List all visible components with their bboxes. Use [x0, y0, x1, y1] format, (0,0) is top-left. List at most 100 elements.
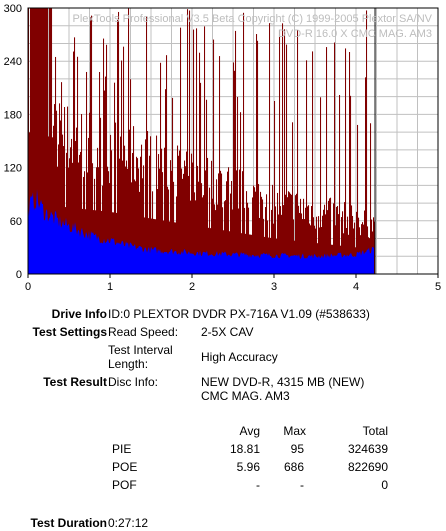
poe-bar-81: [109, 183, 111, 274]
poe-bar-140: [168, 189, 170, 274]
poe-bar-10: [38, 8, 40, 274]
poe-bar-104: [132, 152, 134, 274]
poe-bar-180: [208, 227, 210, 274]
poe-bar-280: [308, 205, 310, 274]
poe-bar-117: [145, 139, 147, 274]
poe-bar-301: [329, 198, 331, 274]
disc-info-label: Disc Info:: [108, 375, 159, 389]
poe-bar-41: [69, 158, 71, 274]
poe-bar-8: [36, 8, 38, 274]
poe-bar-134: [162, 172, 164, 274]
poe-bar-317: [345, 48, 347, 274]
poe-bar-5: [33, 8, 35, 274]
poe-bar-251: [279, 29, 281, 274]
poe-bar-76: [104, 90, 106, 274]
poe-bar-87: [115, 122, 117, 274]
poe-bar-34: [62, 134, 64, 274]
poe-bar-153: [181, 168, 183, 274]
poe-bar-309: [337, 205, 339, 274]
poe-bar-189: [217, 204, 219, 274]
poe-bar-204: [232, 209, 234, 274]
poe-bar-161: [189, 10, 191, 275]
poe-bar-141: [169, 221, 171, 274]
poe-bar-343: [371, 219, 373, 274]
poe-bar-194: [222, 207, 224, 274]
poe-bar-32: [60, 120, 62, 274]
poe-bar-184: [212, 198, 214, 274]
test-interval-label-line1: Test Interval: [108, 343, 173, 357]
poe-bar-79: [107, 166, 109, 274]
poe-bar-58: [86, 71, 88, 274]
poe-bar-97: [125, 166, 127, 274]
poe-bar-62: [90, 17, 92, 274]
poe-bar-78: [106, 44, 108, 274]
poe-bar-335: [363, 224, 365, 274]
poe-bar-202: [230, 193, 232, 274]
poe-bar-177: [205, 170, 207, 274]
watermark-line-2: DVD-R 16.0 X CMC MAG. AM3: [278, 28, 432, 40]
poe-bar-325: [353, 228, 355, 274]
poe-bar-112: [140, 156, 142, 274]
poe-bar-306: [334, 42, 336, 274]
poe-bar-274: [302, 219, 304, 274]
poe-bar-297: [325, 214, 327, 274]
poe-bar-2: [30, 8, 32, 274]
poe-bar-207: [235, 30, 237, 275]
x-tick-label-5: 5: [435, 281, 441, 293]
poe-bar-53: [81, 114, 83, 274]
poe-bar-273: [301, 213, 303, 274]
poe-bar-270: [298, 205, 300, 274]
poe-bar-246: [274, 100, 276, 274]
poe-bar-82: [110, 134, 112, 274]
poe-bar-238: [266, 194, 268, 274]
poe-bar-342: [370, 123, 372, 274]
poe-bar-13: [41, 8, 43, 274]
poe-bar-56: [84, 171, 86, 274]
poe-bar-159: [187, 9, 189, 275]
poe-bar-310: [338, 214, 340, 274]
poe-bar-17: [45, 8, 47, 274]
poe-bar-151: [179, 150, 181, 274]
poe-bar-331: [359, 227, 361, 274]
poe-bar-229: [257, 40, 259, 274]
poe-bar-160: [188, 175, 190, 274]
poe-bar-256: [284, 29, 286, 274]
poe-bar-316: [344, 202, 346, 274]
poe-bar-228: [256, 34, 258, 275]
poe-bar-110: [138, 168, 140, 274]
poe-bar-300: [328, 200, 330, 274]
disc-info-value-line1: NEW DVD-R, 4315 MB (NEW): [201, 375, 365, 389]
poe-bar-186: [214, 204, 216, 274]
poe-bar-198: [226, 181, 228, 274]
poe-bar-191: [219, 56, 221, 274]
poe-bar-200: [228, 167, 230, 274]
pie-series: [28, 189, 375, 274]
poe-bar-91: [119, 158, 121, 274]
poe-bar-22: [50, 8, 52, 274]
poe-bar-250: [278, 214, 280, 274]
poe-bar-31: [59, 103, 61, 274]
y-tick-label-300: 300: [4, 3, 22, 15]
poe-bar-23: [51, 8, 53, 274]
poe-bar-345: [373, 217, 375, 274]
poe-bar-99: [127, 168, 129, 274]
poe-bar-285: [313, 217, 315, 274]
poe-bar-45: [73, 51, 75, 274]
disc-info-value-line2: CMC MAG. AM3: [201, 389, 290, 403]
poe-bar-113: [141, 144, 143, 274]
poe-bar-302: [330, 197, 332, 274]
poe-bar-321: [349, 52, 351, 274]
poe-bar-70: [98, 167, 100, 274]
poe-bar-223: [251, 234, 253, 274]
poe-bar-196: [224, 201, 226, 274]
poe-bar-183: [211, 160, 213, 274]
poe-bar-128: [156, 135, 158, 274]
poe-bar-60: [88, 137, 90, 274]
poe-bar-115: [143, 165, 145, 274]
poe-bar-86: [114, 82, 116, 275]
poe-bar-92: [120, 136, 122, 274]
poe-bar-21: [49, 8, 51, 274]
y-tick-label-240: 240: [4, 56, 22, 68]
poe-bar-12: [40, 8, 42, 274]
poe-bar-152: [180, 27, 182, 275]
